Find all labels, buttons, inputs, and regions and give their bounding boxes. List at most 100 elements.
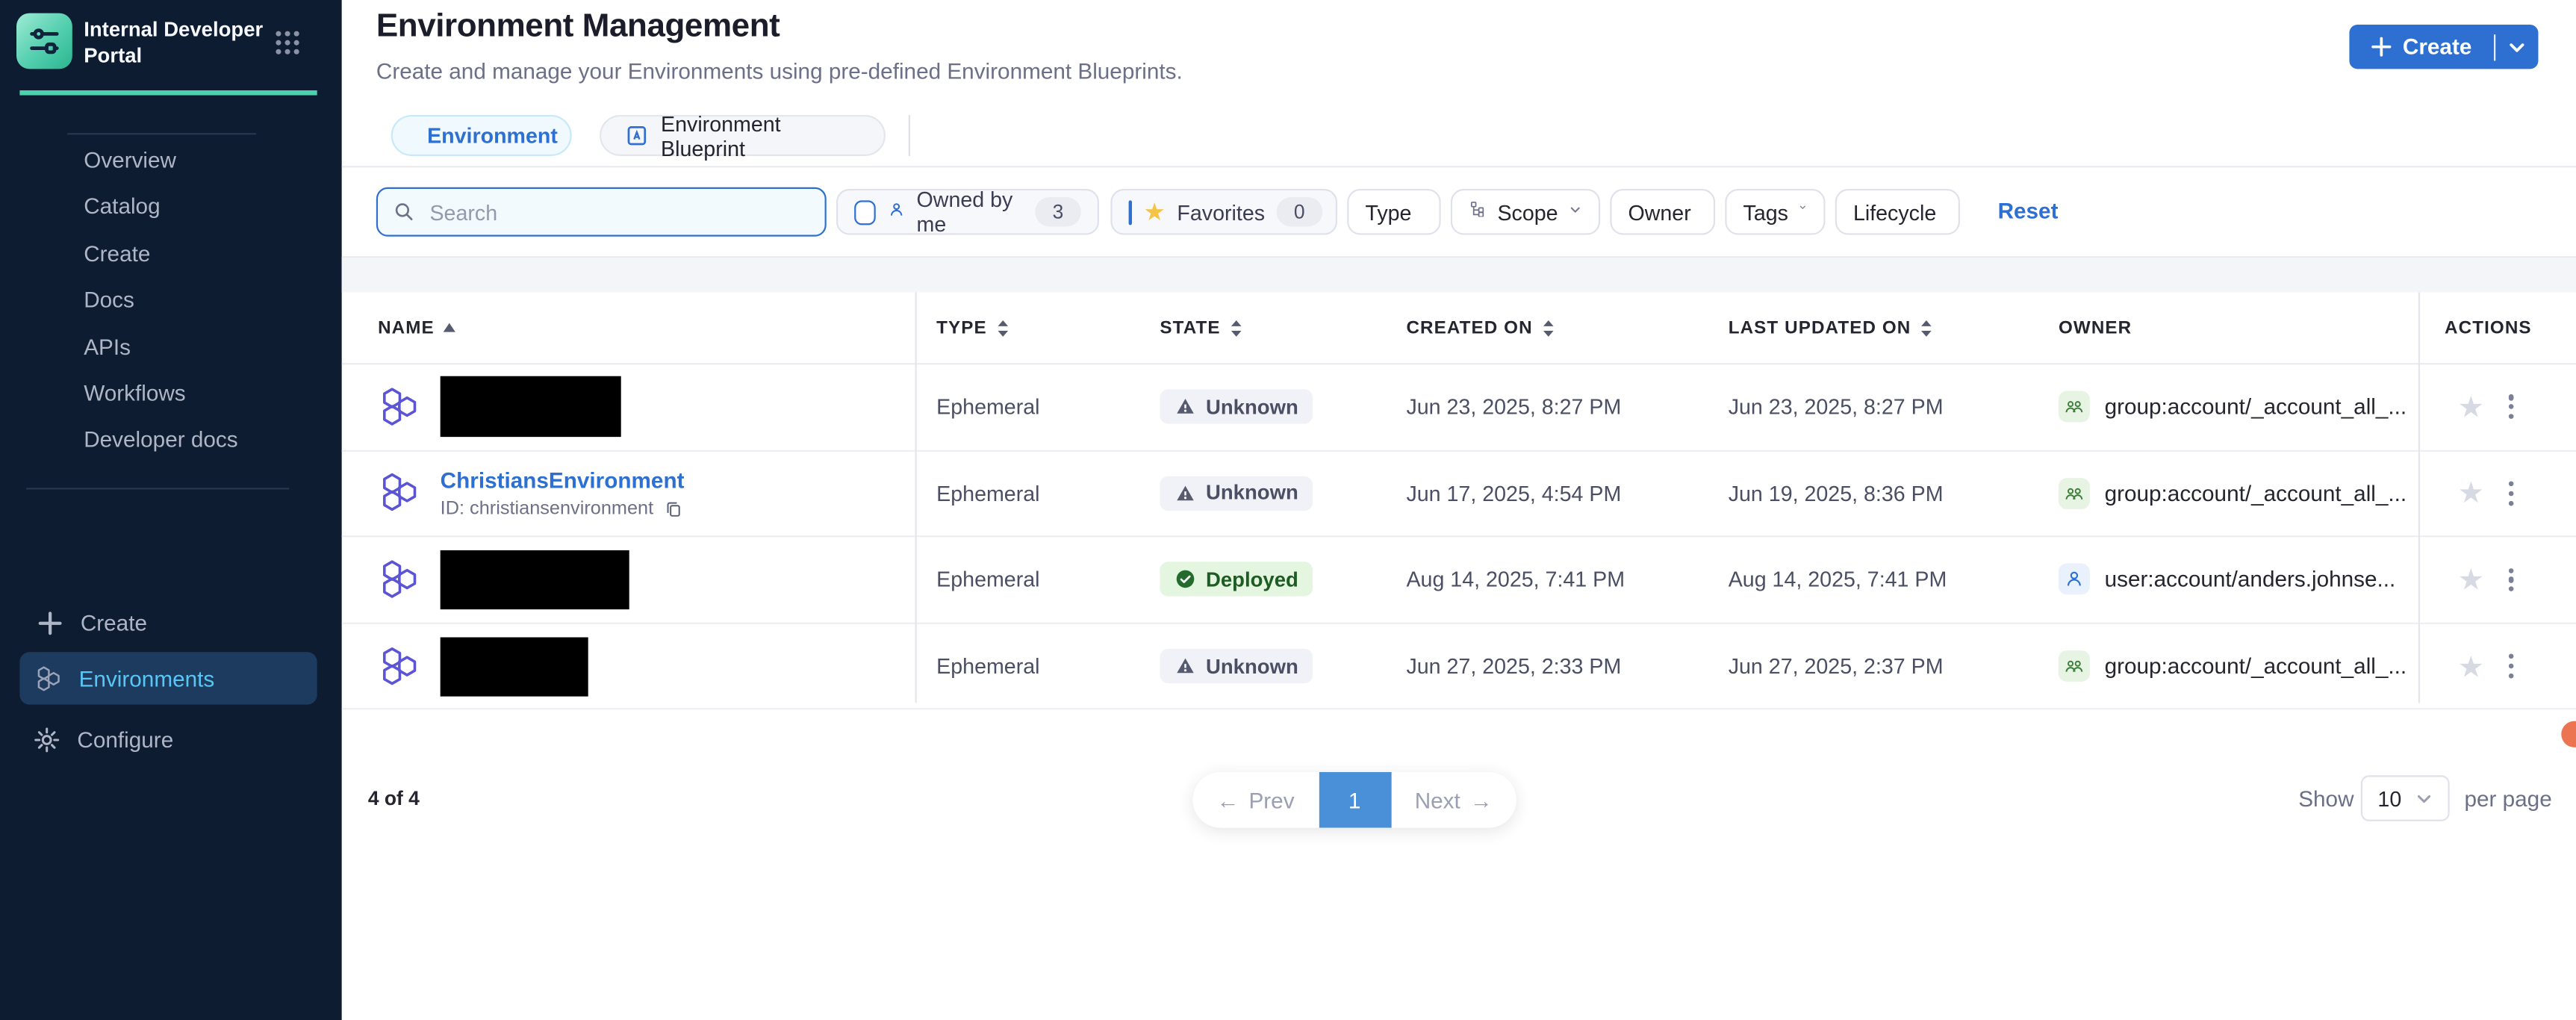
column-header-state[interactable]: STATE [1139, 318, 1385, 338]
tags-filter-dropdown[interactable]: Tags [1725, 188, 1826, 235]
table-header-row: NAME TYPE STATE CREATED ON LAST UPDATED … [341, 293, 2576, 365]
table-column-divider [2418, 292, 2421, 703]
column-header-created-on[interactable]: CREATED ON [1385, 318, 1707, 338]
section-divider [341, 166, 2576, 168]
owned-by-me-checkbox[interactable] [854, 199, 875, 225]
section-divider [341, 256, 2576, 258]
favorite-star-button[interactable]: ★ [2457, 476, 2485, 510]
environment-icon [378, 472, 420, 514]
reset-filters-button[interactable]: Reset [1997, 199, 2059, 224]
hexagons-icon [34, 665, 62, 692]
column-header-type[interactable]: TYPE [915, 318, 1139, 338]
created-on-cell: Jun 17, 2025, 4:54 PM [1406, 481, 1622, 506]
table-row: Ephemeral Unknown Jun 23, 2025, 8:27 PM … [341, 364, 2576, 452]
prev-page-button[interactable]: ← Prev [1216, 787, 1295, 812]
environment-name-link[interactable]: ChristiansEnvironment [440, 467, 685, 493]
search-icon [393, 199, 415, 224]
state-badge: Unknown [1160, 389, 1313, 425]
sidebar-item-overview[interactable]: Overview [84, 147, 177, 172]
page-size-value: 10 [2377, 786, 2402, 811]
next-page-button[interactable]: Next → [1414, 787, 1493, 812]
portal-title: Internal Developer Portal [84, 18, 264, 68]
sidebar-item-create[interactable]: Create [84, 240, 151, 266]
table-row: Ephemeral Deployed Aug 14, 2025, 7:41 PM… [341, 538, 2576, 624]
type-filter-dropdown[interactable]: Type [1347, 188, 1441, 235]
sidebar-create-button[interactable]: Create [36, 601, 147, 644]
owner-cell: user:account/anders.johnse... [2037, 564, 2418, 596]
favorite-star-button[interactable]: ★ [2457, 391, 2485, 424]
sidebar-item-docs[interactable]: Docs [84, 287, 134, 313]
environment-icon [378, 559, 420, 601]
row-menu-button[interactable] [2506, 478, 2518, 509]
warning-icon [1177, 485, 1194, 501]
favorite-star-button[interactable]: ★ [2457, 563, 2485, 597]
sort-asc-icon [444, 323, 456, 332]
owned-by-me-filter[interactable]: Owned by me 3 [836, 187, 1100, 237]
sidebar-nav: Overview Catalog Create Docs APIs Workfl… [0, 138, 342, 464]
redacted-name [440, 550, 629, 610]
last-updated-cell: Aug 14, 2025, 7:41 PM [1728, 567, 1947, 592]
sidebar-item-environments[interactable]: Environments [19, 652, 317, 705]
last-updated-cell: Jun 19, 2025, 8:36 PM [1728, 481, 1944, 506]
portal-logo-icon[interactable] [16, 13, 72, 69]
row-menu-button[interactable] [2506, 391, 2518, 422]
favorites-label: Favorites [1177, 199, 1266, 225]
table-row: ChristiansEnvironment ID: christiansenvi… [341, 451, 2576, 538]
sidebar-create-label: Create [80, 610, 147, 635]
owner-cell: group:account/_account_all_... [2037, 477, 2418, 509]
sidebar-item-configure[interactable]: Configure [33, 718, 173, 760]
create-button-label: Create [2402, 34, 2472, 60]
favorite-star-button[interactable]: ★ [2457, 650, 2485, 683]
owner-filter-dropdown[interactable]: Owner [1610, 188, 1716, 235]
owned-by-me-label: Owned by me [916, 187, 1013, 237]
lifecycle-filter-dropdown[interactable]: Lifecycle [1835, 188, 1960, 235]
gear-icon [33, 725, 60, 753]
environments-table: NAME TYPE STATE CREATED ON LAST UPDATED … [341, 293, 2576, 711]
group-icon [2058, 477, 2090, 509]
sort-icon [997, 319, 1008, 336]
favorites-filter[interactable]: ★ Favorites 0 [1110, 188, 1338, 235]
blueprint-icon [624, 122, 650, 149]
copy-icon[interactable] [663, 499, 682, 518]
chevron-down-icon [1569, 203, 1582, 221]
sidebar-item-catalog[interactable]: Catalog [84, 194, 161, 220]
create-dropdown-toggle[interactable] [2495, 37, 2538, 56]
search-field [376, 187, 827, 237]
row-menu-button[interactable] [2506, 651, 2518, 682]
column-header-name[interactable]: NAME [342, 318, 915, 338]
chevron-down-icon [1799, 203, 1807, 221]
state-badge: Unknown [1160, 649, 1313, 684]
group-icon [2058, 650, 2090, 682]
group-icon [2058, 391, 2090, 423]
state-badge: Unknown [1160, 476, 1313, 511]
column-header-last-updated-on[interactable]: LAST UPDATED ON [1707, 318, 2037, 338]
sidebar-item-developer-docs[interactable]: Developer docs [84, 427, 238, 453]
plus-icon [36, 609, 63, 636]
lifecycle-filter-label: Lifecycle [1852, 199, 1937, 225]
favorites-checkbox[interactable] [1128, 199, 1133, 225]
tab-environment[interactable]: Environment [391, 114, 572, 156]
sort-icon [1231, 319, 1242, 336]
owner-cell: group:account/_account_all_... [2037, 391, 2418, 423]
page-number-button[interactable]: 1 [1318, 771, 1391, 828]
sidebar-item-workflows[interactable]: Workflows [84, 381, 186, 406]
page-title: Environment Management [376, 7, 780, 45]
row-menu-button[interactable] [2506, 565, 2518, 595]
tab-environment-label: Environment [427, 122, 558, 148]
tab-environment-blueprint[interactable]: Environment Blueprint [600, 111, 886, 160]
sidebar-item-apis[interactable]: APIs [84, 334, 131, 359]
type-cell: Ephemeral [936, 481, 1040, 506]
notification-widget-button[interactable] [2561, 721, 2576, 747]
column-header-owner: OWNER [2058, 317, 2132, 338]
sidebar-accent-rule [19, 90, 317, 96]
last-updated-cell: Jun 23, 2025, 8:27 PM [1728, 394, 1944, 420]
create-button[interactable]: Create [2349, 24, 2539, 69]
created-on-cell: Jun 27, 2025, 2:33 PM [1406, 653, 1622, 679]
scope-filter-dropdown[interactable]: Scope [1450, 188, 1601, 235]
search-input[interactable] [426, 198, 810, 226]
created-on-cell: Jun 23, 2025, 8:27 PM [1406, 394, 1622, 420]
environment-icon [378, 385, 420, 428]
app-switcher-icon[interactable] [273, 28, 302, 57]
page-size-select[interactable]: 10 [2360, 775, 2450, 821]
redacted-name [440, 636, 588, 696]
